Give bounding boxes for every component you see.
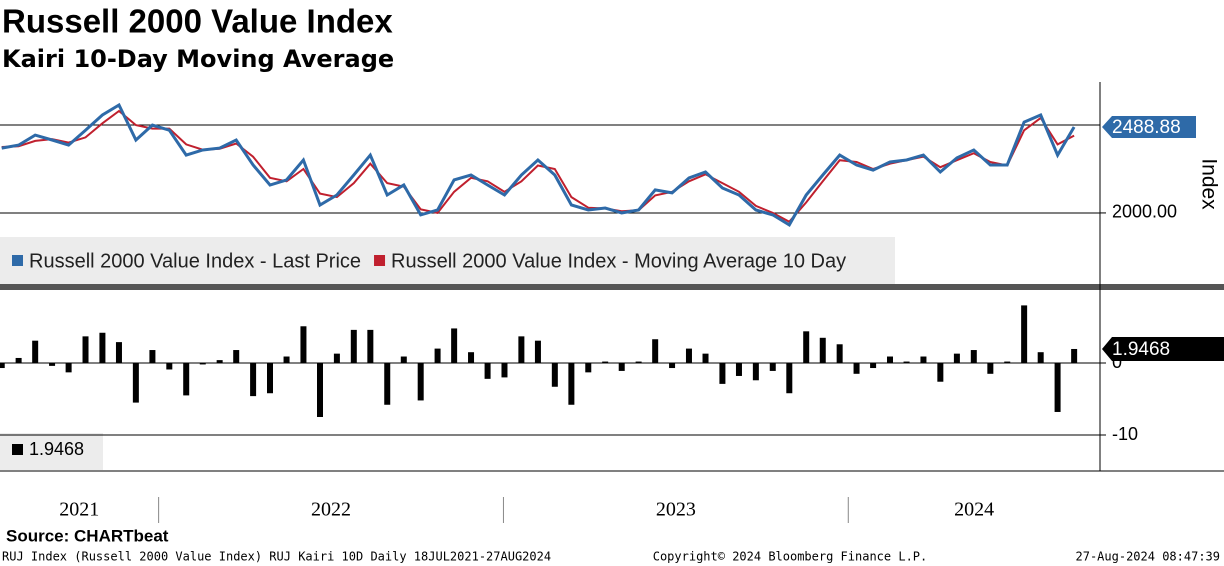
bar bbox=[635, 361, 642, 363]
y-tick-label: -10 bbox=[1112, 424, 1138, 444]
bar bbox=[115, 342, 122, 363]
last-value-label: 1.9468 bbox=[1112, 339, 1170, 360]
bar bbox=[183, 363, 190, 396]
bar bbox=[887, 356, 893, 363]
x-tick-label: 2021 bbox=[59, 499, 99, 521]
bar bbox=[65, 363, 72, 373]
bar bbox=[99, 332, 106, 363]
bar bbox=[417, 363, 424, 401]
bar bbox=[937, 363, 944, 382]
bar bbox=[652, 339, 659, 363]
bar bbox=[132, 363, 139, 403]
bar bbox=[434, 348, 441, 363]
bar bbox=[166, 363, 173, 370]
chart-subtitle: Kairi 10-Day Moving Average bbox=[2, 45, 394, 73]
bar bbox=[199, 363, 206, 365]
bar bbox=[250, 363, 257, 397]
bar bbox=[602, 361, 609, 363]
bar bbox=[149, 350, 156, 363]
bar bbox=[534, 340, 541, 363]
last-value-label: 2488.88 bbox=[1112, 117, 1181, 138]
bar bbox=[870, 363, 877, 369]
bar bbox=[853, 363, 860, 374]
y-axis-label: Index bbox=[1197, 158, 1220, 210]
bar bbox=[451, 328, 458, 363]
legend-swatch bbox=[12, 255, 23, 266]
bar bbox=[920, 356, 927, 363]
bar bbox=[267, 363, 273, 394]
bar bbox=[752, 363, 759, 381]
bar bbox=[1054, 363, 1061, 412]
last-value-tag bbox=[1102, 336, 1224, 361]
bar bbox=[518, 336, 525, 363]
legend-swatch bbox=[374, 255, 386, 266]
bar bbox=[618, 363, 625, 371]
legend-swatch bbox=[12, 444, 23, 455]
bar bbox=[300, 326, 307, 363]
bar bbox=[836, 344, 843, 363]
bar bbox=[0, 363, 5, 369]
bar bbox=[468, 352, 475, 363]
legend-box bbox=[0, 237, 895, 285]
bar bbox=[1004, 361, 1011, 363]
bar bbox=[987, 363, 994, 374]
bar bbox=[283, 356, 290, 363]
bar bbox=[317, 363, 323, 417]
y-tick-label: 0 bbox=[1112, 352, 1122, 372]
panel-separator bbox=[0, 284, 1224, 290]
bar bbox=[903, 361, 910, 363]
bar bbox=[233, 350, 240, 363]
bar bbox=[333, 353, 340, 363]
bar bbox=[735, 363, 742, 376]
source: Source: CHARTbeat bbox=[6, 526, 169, 545]
bar bbox=[669, 363, 676, 369]
bar bbox=[367, 329, 374, 363]
legend-label: Russell 2000 Value Index - Moving Averag… bbox=[391, 250, 846, 272]
bar bbox=[786, 363, 793, 394]
bar bbox=[803, 331, 810, 363]
bar bbox=[32, 340, 39, 363]
bar bbox=[15, 357, 22, 363]
bar bbox=[551, 363, 558, 387]
bar bbox=[49, 363, 56, 366]
bar bbox=[484, 363, 491, 379]
x-tick-label: 2023 bbox=[656, 499, 696, 521]
y-tick-label: 2000.00 bbox=[1112, 202, 1177, 222]
footer-right: 27-Aug-2024 08:47:39 bbox=[1076, 550, 1221, 564]
bar bbox=[400, 356, 407, 363]
bar bbox=[568, 363, 575, 405]
bar bbox=[384, 363, 391, 405]
x-tick-label: 2024 bbox=[954, 499, 994, 521]
bar bbox=[1037, 352, 1044, 363]
bar bbox=[769, 363, 776, 371]
bar bbox=[970, 350, 977, 363]
legend-label: Russell 2000 Value Index - Last Price bbox=[29, 250, 361, 272]
bar bbox=[819, 337, 826, 363]
footer-center: Copyright© 2024 Bloomberg Finance L.P. bbox=[653, 550, 928, 564]
chart-title: Russell 2000 Value Index bbox=[2, 3, 393, 40]
bar bbox=[501, 363, 508, 378]
bar bbox=[1071, 348, 1078, 363]
bar bbox=[82, 336, 89, 363]
bar bbox=[953, 353, 960, 363]
bar bbox=[719, 363, 726, 384]
bar bbox=[702, 353, 709, 363]
line-series bbox=[1, 102, 1076, 227]
x-tick-label: 2022 bbox=[311, 499, 351, 521]
bar bbox=[1021, 305, 1028, 363]
bar bbox=[585, 363, 592, 373]
footer-left: RUJ Index (Russell 2000 Value Index) RUJ… bbox=[2, 550, 551, 564]
bar bbox=[685, 348, 692, 363]
bar bbox=[216, 360, 223, 363]
bar bbox=[350, 329, 357, 363]
last-value-tag bbox=[1102, 116, 1196, 139]
legend-label: 1.9468 bbox=[29, 439, 84, 459]
